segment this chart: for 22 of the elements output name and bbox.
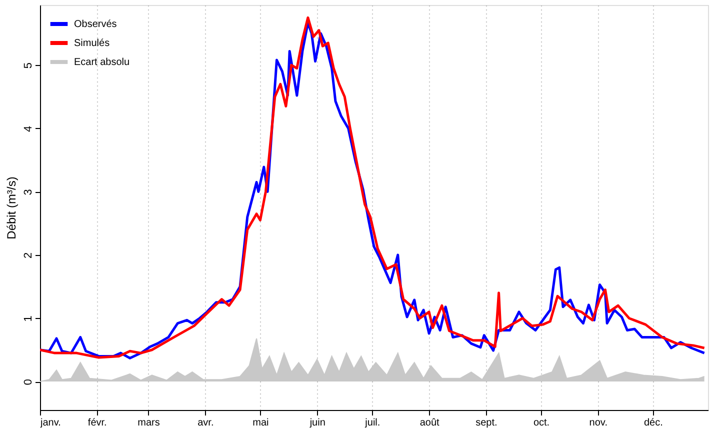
- legend-label: Ecart absolu: [74, 57, 130, 68]
- y-tick-label: 3: [22, 189, 34, 196]
- x-tick-label: févr.: [88, 418, 107, 428]
- x-tick-label: juil.: [364, 418, 380, 428]
- x-tick-label: mars: [138, 418, 160, 428]
- x-tick-label: janv.: [40, 418, 61, 428]
- x-tick-label: août: [420, 418, 440, 428]
- y-tick-label: 0: [22, 378, 34, 386]
- legend-label: Observés: [74, 19, 117, 30]
- x-tick-label: avr.: [198, 418, 214, 428]
- x-tick-label: déc.: [644, 418, 663, 428]
- y-tick-label: 4: [22, 126, 34, 132]
- legend-label: Simulés: [74, 38, 110, 49]
- x-tick-label: sept.: [476, 418, 498, 428]
- y-tick-label: 2: [22, 252, 34, 259]
- x-tick-label: nov.: [589, 418, 608, 428]
- y-tick-label: 1: [22, 316, 34, 322]
- x-tick-label: juin: [308, 418, 326, 428]
- x-tick-label: mai: [252, 418, 269, 428]
- y-tick-label: 5: [22, 62, 34, 69]
- y-axis-title: Débit (m³/s): [4, 176, 18, 240]
- x-tick-label: oct.: [533, 418, 550, 428]
